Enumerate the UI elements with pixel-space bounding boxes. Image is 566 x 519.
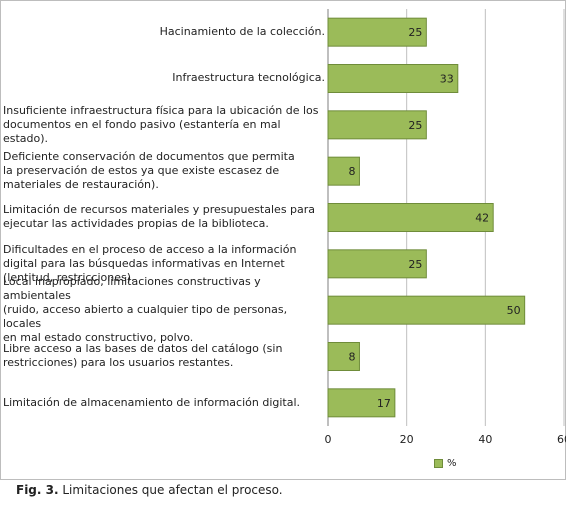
category-label-line: digital para las búsquedas informativas … bbox=[3, 256, 285, 270]
bar-chart: 25 33 25 8 42 25 50 8 17 0 20 40 60 bbox=[325, 9, 566, 446]
category-label-line: materiales de restauración). bbox=[3, 178, 159, 192]
category-label-line: (ruido, acceso abierto a cualquier tipo … bbox=[3, 303, 288, 331]
category-label: Infraestructura tecnológica. bbox=[3, 55, 325, 101]
x-tick-label: 20 bbox=[400, 433, 414, 446]
category-label: Deficiente conservación de documentos qu… bbox=[3, 148, 325, 194]
bar bbox=[327, 17, 427, 47]
bar bbox=[327, 64, 459, 93]
category-label-line: Insuficiente infraestructura física para… bbox=[3, 103, 319, 117]
category-label-line: en mal estado constructivo, polvo. bbox=[3, 331, 194, 345]
category-label: Libre acceso a las bases de datos del ca… bbox=[3, 333, 325, 379]
bar bbox=[327, 249, 427, 279]
data-label: 50 bbox=[507, 304, 521, 317]
legend-swatch bbox=[434, 459, 443, 468]
category-label-line: Dificultades en el proceso de acceso a l… bbox=[3, 242, 297, 256]
x-tick-label: 60 bbox=[557, 433, 566, 446]
bar bbox=[327, 156, 360, 186]
data-label: 25 bbox=[408, 119, 422, 132]
bar bbox=[327, 342, 360, 371]
data-label: 25 bbox=[408, 26, 422, 39]
category-label-line: documentos en el fondo pasivo (estanterí… bbox=[3, 117, 281, 131]
category-label-line: la preservación de estos ya que existe e… bbox=[3, 164, 280, 178]
x-tick-label: 0 bbox=[325, 433, 332, 446]
category-label-line: ejecutar las actividades propias de la b… bbox=[3, 217, 269, 231]
bar bbox=[327, 295, 526, 325]
category-label-line: (lentitud, restricciones). bbox=[3, 270, 135, 284]
chart-frame: 25 33 25 8 42 25 50 8 17 0 20 40 60 Hacinamiento de … bbox=[0, 0, 566, 480]
category-label-line: Limitación de almacenamiento de informac… bbox=[3, 395, 301, 409]
category-label-line: Infraestructura tecnológica. bbox=[172, 71, 325, 85]
category-label-line: restricciones) para los usuarios restant… bbox=[3, 356, 234, 370]
category-label: Limitación de almacenamiento de informac… bbox=[3, 380, 325, 426]
bar bbox=[327, 388, 396, 418]
caption-prefix: Fig. 3. bbox=[16, 483, 59, 497]
category-label-line: Limitación de recursos materiales y pres… bbox=[3, 203, 316, 217]
legend-label: % bbox=[447, 458, 457, 469]
category-label-line: Local inapropiado, limitaciones construc… bbox=[3, 275, 261, 303]
bar bbox=[327, 110, 427, 140]
data-label: 42 bbox=[475, 212, 489, 225]
category-label: Hacinamiento de la colección. bbox=[3, 9, 325, 55]
category-label-line: estado). bbox=[3, 131, 49, 145]
data-label: 17 bbox=[377, 397, 391, 410]
category-label-line: Deficiente conservación de documentos qu… bbox=[3, 150, 295, 164]
x-tick-label: 40 bbox=[478, 433, 492, 446]
data-label: 33 bbox=[440, 73, 454, 86]
data-label: 8 bbox=[348, 351, 355, 364]
legend: % bbox=[434, 458, 457, 469]
category-label: Limitación de recursos materiales y pres… bbox=[3, 194, 325, 240]
figure-caption: Fig. 3. Limitaciones que afectan el proc… bbox=[16, 483, 283, 497]
category-label-line: Libre acceso a las bases de datos del ca… bbox=[3, 342, 283, 356]
category-label: Insuficiente infraestructura física para… bbox=[3, 102, 325, 148]
data-label: 25 bbox=[408, 258, 422, 271]
category-label: Local inapropiado, limitaciones construc… bbox=[3, 275, 325, 344]
category-label: Dificultades en el proceso de acceso a l… bbox=[3, 241, 325, 287]
category-label-line: Hacinamiento de la colección. bbox=[159, 25, 325, 39]
caption-text: Limitaciones que afectan el proceso. bbox=[62, 483, 283, 497]
bar bbox=[327, 203, 494, 232]
data-label: 8 bbox=[348, 165, 355, 178]
